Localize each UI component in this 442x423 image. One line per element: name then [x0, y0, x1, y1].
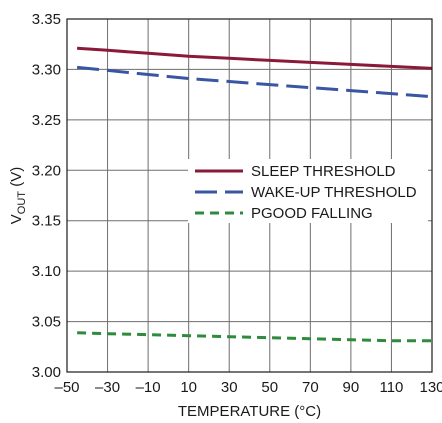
series-line-3	[77, 331, 432, 343]
x-tick-label: –50	[54, 379, 79, 396]
x-tick-label: 10	[180, 379, 197, 396]
y-axis-title-subscript: OUT	[16, 191, 28, 215]
legend-label-3: PGOOD FALLING	[251, 205, 373, 222]
y-tick-label: 3.15	[32, 213, 61, 230]
y-tick-label: 3.30	[32, 61, 61, 78]
series-line-1	[76, 46, 433, 70]
y-tick-labels: 3.00 3.05 3.10 3.15 3.20 3.25 3.30 3.35	[32, 11, 61, 381]
x-tick-label: –30	[95, 379, 120, 396]
y-axis-title-main: V	[8, 214, 25, 224]
x-tick-label: 130	[419, 379, 442, 396]
legend-label-1: SLEEP THRESHOLD	[251, 163, 396, 180]
x-tick-label: 70	[302, 379, 319, 396]
y-tick-label: 3.20	[32, 162, 61, 179]
y-tick-label: 3.00	[32, 364, 61, 381]
x-tick-label: –10	[136, 379, 161, 396]
x-tick-label: 30	[221, 379, 238, 396]
plot-frame	[66, 18, 433, 373]
y-axis-title-unit: (V)	[8, 167, 25, 191]
y-tick-label: 3.35	[32, 11, 61, 28]
legend: SLEEP THRESHOLD WAKE-UP THRESHOLD PGOOD FA…	[188, 159, 428, 223]
x-tick-label: 90	[343, 379, 360, 396]
x-axis-title: TEMPERATURE (°C)	[178, 403, 321, 420]
y-tick-label: 3.05	[32, 314, 61, 331]
y-axis-title: VOUT (V)	[8, 167, 28, 224]
x-tick-labels: –50 –30 –10 10 30 50 70 90 110 130	[54, 379, 442, 396]
y-tick-label: 3.10	[32, 263, 61, 280]
x-tick-label: 110	[379, 379, 403, 396]
series-lines	[76, 46, 433, 343]
y-tick-label: 3.25	[32, 112, 61, 129]
series-line-2	[76, 65, 433, 99]
legend-label-2: WAKE-UP THRESHOLD	[251, 184, 417, 201]
x-tick-label: 50	[261, 379, 278, 396]
